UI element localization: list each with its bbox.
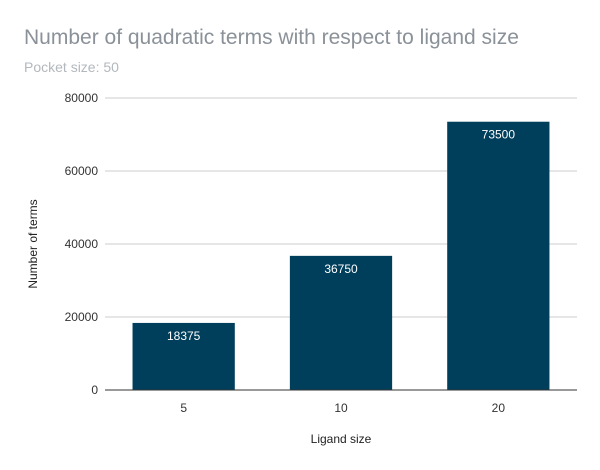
data-label: 18375 bbox=[167, 329, 201, 343]
y-axis-label: Number of terms bbox=[26, 199, 40, 288]
x-tick-label: 5 bbox=[180, 401, 187, 415]
y-tick-label: 40000 bbox=[65, 237, 99, 251]
data-label: 36750 bbox=[324, 262, 358, 276]
y-tick-label: 0 bbox=[91, 383, 98, 397]
bar bbox=[132, 322, 235, 390]
bar bbox=[289, 255, 393, 390]
data-label: 73500 bbox=[482, 128, 516, 142]
y-tick-label: 80000 bbox=[65, 91, 99, 105]
x-tick-label: 20 bbox=[492, 401, 506, 415]
chart-title: Number of quadratic terms with respect t… bbox=[24, 26, 519, 49]
chart-subtitle: Pocket size: 50 bbox=[24, 59, 119, 75]
x-axis-label: Ligand size bbox=[311, 432, 372, 446]
x-tick-label: 10 bbox=[334, 401, 348, 415]
y-tick-label: 60000 bbox=[65, 164, 99, 178]
bar bbox=[447, 121, 550, 390]
y-tick-label: 20000 bbox=[65, 310, 99, 324]
